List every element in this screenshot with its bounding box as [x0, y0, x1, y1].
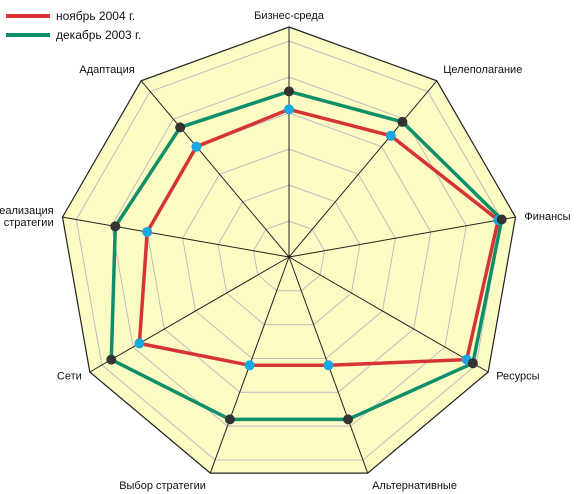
axis-label-6-line-1: Выбор стратегии — [119, 480, 206, 492]
series-1-point-5 — [323, 360, 334, 371]
series-1-point-1 — [284, 104, 294, 115]
axis-label-5-line-2: варианты стратегии — [372, 492, 474, 494]
chart-series — [106, 86, 507, 425]
series-line-2 — [109, 89, 504, 422]
axis-label-6: Выбор стратегии — [119, 480, 206, 492]
series-2-point-6 — [224, 414, 235, 425]
series-1-point-9 — [191, 141, 202, 152]
series-2-point-7 — [106, 354, 117, 365]
axis-label-8-line-1: Реализация — [0, 205, 54, 217]
axis-label-4-line-1: Ресурсы — [496, 371, 539, 383]
axis-label-4: Ресурсы — [496, 371, 539, 383]
axis-label-7: Сети — [57, 371, 82, 383]
axis-label-8-line-2: стратегии — [4, 217, 54, 229]
axis-label-7-line-1: Сети — [57, 371, 82, 383]
axis-label-5-line-1: Альтернативные — [372, 480, 457, 492]
legend-swatch-dec-2003 — [6, 32, 50, 37]
axis-labels: Бизнес-среда Целеполагание Финансы Ресурсы А… — [0, 10, 571, 494]
grid-ring-6 — [75, 40, 503, 461]
legend-label-nov-2004: ноябрь 2004 г. — [56, 8, 136, 23]
axis-spoke-4 — [288, 256, 489, 373]
legend-item-nov-2004: ноябрь 2004 г. — [6, 6, 141, 25]
series-1-point-2 — [385, 130, 396, 141]
legend-item-dec-2003: декабрь 2003 г. — [6, 25, 141, 44]
axis-label-5: Альтернативныеварианты стратегии — [372, 480, 474, 494]
axis-spoke-2 — [288, 80, 438, 258]
series-line-1 — [137, 107, 501, 368]
chart-grid — [62, 27, 516, 474]
legend-label-dec-2003: декабрь 2003 г. — [56, 27, 142, 42]
axis-spoke-8 — [62, 216, 290, 258]
legend: ноябрь 2004 г. декабрь 2003 г. — [6, 6, 141, 44]
series-1-point-6 — [244, 360, 255, 371]
series-2-point-4 — [467, 358, 478, 369]
series-2-point-2 — [397, 116, 408, 127]
axis-spoke-7 — [89, 256, 290, 373]
axis-label-9: Адаптация — [79, 64, 134, 76]
axis-label-9-line-1: Адаптация — [79, 64, 134, 76]
axis-label-1-line-1: Бизнес-среда — [254, 10, 325, 22]
grid-ring-3 — [182, 148, 396, 359]
axis-spoke-9 — [140, 80, 290, 258]
series-2-point-5 — [343, 414, 354, 425]
series-2-point-3 — [496, 214, 507, 225]
axis-label-2: Целеполагание — [443, 64, 522, 76]
series-1-point-8 — [142, 227, 153, 237]
series-1-point-7 — [134, 338, 145, 349]
axis-label-3: Финансы — [524, 211, 570, 223]
axis-label-8: Реализациястратегии — [0, 205, 54, 229]
axis-label-2-line-1: Целеполагание — [443, 64, 522, 76]
series-2-point-9 — [175, 122, 186, 133]
grid-ring-2 — [217, 184, 361, 326]
series-2-point-8 — [110, 221, 121, 232]
grid-ring-1 — [252, 220, 326, 292]
series-2-point-1 — [284, 86, 294, 97]
axis-label-3-line-1: Финансы — [524, 211, 570, 223]
axis-label-1: Бизнес-среда — [254, 10, 325, 22]
legend-swatch-nov-2004 — [6, 13, 50, 18]
axis-spoke-3 — [288, 216, 516, 258]
